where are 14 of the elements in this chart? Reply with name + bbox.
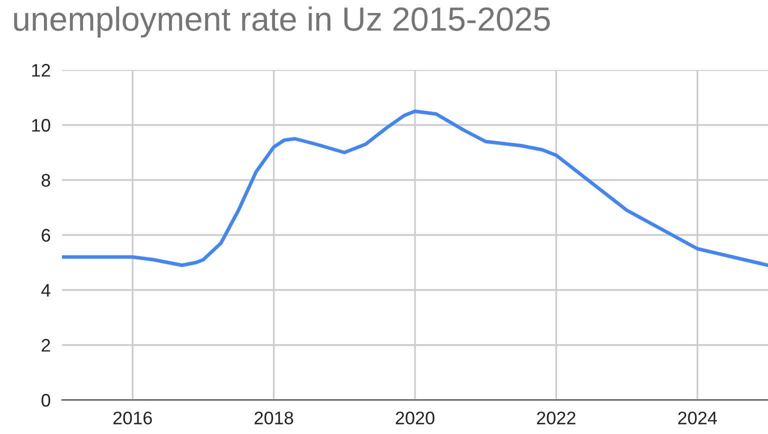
x-tick-label: 2018: [254, 412, 294, 424]
chart-title: unemployment rate in Uz 2015-2025: [14, 6, 550, 38]
y-tick-label: 4: [41, 284, 50, 297]
x-tick-label: 2022: [537, 412, 576, 424]
y-tick-label: 8: [42, 174, 50, 187]
y-tick-label: 0: [42, 394, 50, 407]
x-tick-label: 2020: [396, 412, 434, 424]
y-tick-label: 10: [32, 118, 50, 132]
y-tick-label: 6: [42, 228, 50, 242]
y-tick-label: 12: [32, 64, 50, 77]
x-tick-label: 2024: [678, 412, 717, 424]
y-tick-label: 2: [42, 338, 50, 352]
line-series: [62, 110, 768, 267]
x-tick-label: 2016: [113, 412, 152, 424]
